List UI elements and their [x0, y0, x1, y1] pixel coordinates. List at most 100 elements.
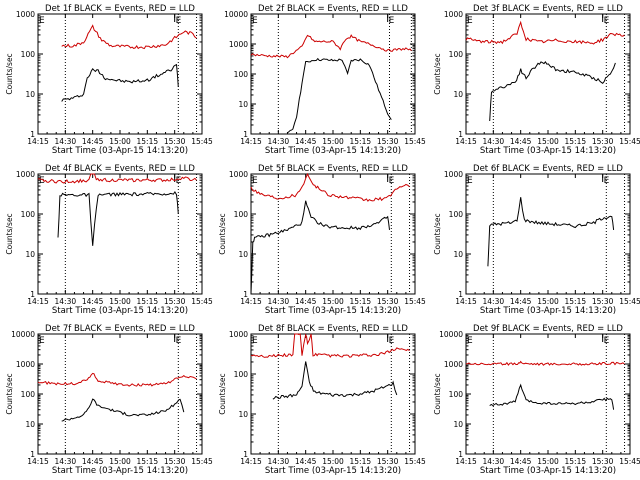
event-marker-label: E	[389, 336, 395, 346]
panel-title: Det 6f BLACK = Events, RED = LLD	[473, 164, 623, 174]
x-tick-label: 15:30	[377, 137, 399, 146]
x-tick-label: 14:15	[27, 457, 49, 466]
y-tick-label: 10	[238, 250, 248, 259]
y-tick-label: 1000	[229, 40, 248, 49]
event-marker-label: E	[176, 176, 182, 186]
x-tick-label: 14:15	[455, 137, 477, 146]
events-series-line	[250, 200, 390, 294]
x-tick-label: 14:15	[27, 137, 49, 146]
x-tick-label: 15:45	[191, 137, 213, 146]
x-tick-label: 14:45	[510, 297, 532, 306]
event-marker-label: E	[176, 16, 182, 26]
x-tick-label: 14:45	[510, 457, 532, 466]
y-axis-label: Counts/sec	[433, 213, 442, 254]
panel-det-5: Det 5f BLACK = Events, RED = LLD 14:15 14:…	[218, 164, 426, 316]
panel-title: Det 1f BLACK = Events, RED = LLD	[45, 4, 195, 14]
y-tick-label: 1000	[444, 10, 463, 19]
x-tick-label: 14:45	[510, 137, 532, 146]
lld-series-line	[250, 332, 410, 358]
lld-series-line	[37, 173, 197, 184]
y-axis-label: Counts/sec	[218, 373, 227, 414]
x-axis-label: Start Time (03-Apr-15 14:13:20)	[52, 466, 188, 476]
x-tick-label: 14:30	[483, 457, 505, 466]
y-axis-label: Counts/sec	[218, 213, 227, 254]
x-tick-label: 15:00	[537, 297, 559, 306]
event-marker-label: E	[252, 176, 258, 186]
y-tick-label: 100	[21, 390, 36, 399]
event-marker-label: E	[39, 16, 45, 26]
x-tick-label: 14:30	[268, 297, 290, 306]
x-tick-label: 14:45	[295, 457, 317, 466]
x-tick-label: 15:30	[592, 457, 614, 466]
plot-frame	[465, 13, 631, 135]
y-tick-label: 10000	[224, 10, 248, 19]
events-series-line	[489, 61, 616, 122]
y-tick-label: 1000	[444, 170, 463, 179]
y-tick-label: 10	[453, 420, 463, 429]
lld-series-line	[465, 20, 625, 45]
x-tick-label: 15:15	[565, 137, 587, 146]
events-series-line	[272, 361, 398, 400]
y-tick-label: 100	[449, 390, 464, 399]
y-tick-label: 1	[458, 450, 463, 459]
x-axis-label: Start Time (03-Apr-15 14:13:20)	[480, 306, 616, 316]
event-marker-label: E	[467, 16, 473, 26]
y-axis-label: Counts/sec	[5, 373, 14, 414]
panel-title: Det 5f BLACK = Events, RED = LLD	[258, 164, 408, 174]
y-tick-label: 100	[234, 210, 249, 219]
y-tick-label: 1000	[16, 10, 35, 19]
x-tick-label: 15:15	[350, 297, 372, 306]
events-series-line	[287, 57, 392, 134]
y-tick-label: 100	[449, 50, 464, 59]
plot-frame	[37, 173, 203, 295]
x-tick-label: 15:45	[619, 137, 640, 146]
y-tick-label: 1	[243, 130, 248, 139]
x-tick-label: 14:45	[82, 457, 104, 466]
panel-det-8: Det 8f BLACK = Events, RED = LLD 14:15 14:…	[218, 324, 426, 476]
x-tick-label: 15:15	[565, 297, 587, 306]
y-tick-label: 10	[238, 100, 248, 109]
plot-frame	[250, 13, 416, 135]
x-axis-label: Start Time (03-Apr-15 14:13:20)	[265, 146, 401, 156]
x-tick-label: 15:30	[164, 297, 186, 306]
x-tick-label: 14:30	[55, 457, 77, 466]
x-tick-label: 15:45	[404, 137, 426, 146]
plot-frame	[250, 173, 416, 295]
panel-det-2: Det 2f BLACK = Events, RED = LLD 14:15 14:…	[224, 4, 426, 156]
event-marker-label: E	[252, 336, 258, 346]
lld-series-line	[465, 360, 625, 366]
lld-series-line	[250, 34, 412, 59]
x-axis-label: Start Time (03-Apr-15 14:13:20)	[265, 306, 401, 316]
x-tick-label: 14:30	[268, 137, 290, 146]
events-series-line	[489, 383, 615, 410]
x-tick-label: 14:45	[295, 297, 317, 306]
lld-series-line	[250, 172, 410, 202]
x-tick-label: 15:30	[377, 297, 399, 306]
event-marker-label: E	[389, 16, 395, 26]
x-tick-label: 15:00	[537, 137, 559, 146]
x-tick-label: 15:45	[191, 457, 213, 466]
x-tick-label: 15:45	[404, 297, 426, 306]
x-axis-label: Start Time (03-Apr-15 14:13:20)	[265, 466, 401, 476]
x-tick-label: 14:15	[240, 297, 262, 306]
y-tick-label: 1	[458, 290, 463, 299]
x-tick-label: 14:15	[455, 457, 477, 466]
x-tick-label: 15:30	[164, 137, 186, 146]
x-tick-label: 15:00	[109, 297, 131, 306]
plot-frame	[465, 333, 631, 455]
events-series-line	[61, 398, 185, 422]
panel-title: Det 7f BLACK = Events, RED = LLD	[45, 324, 195, 334]
x-tick-label: 14:30	[483, 137, 505, 146]
plot-frame	[465, 173, 631, 295]
x-tick-label: 15:45	[191, 297, 213, 306]
panel-det-4: Det 4f BLACK = Events, RED = LLD 14:15 14:…	[5, 164, 213, 316]
event-marker-label: E	[176, 336, 182, 346]
panel-det-9: Det 9f BLACK = Events, RED = LLD 14:15 14:…	[433, 324, 640, 476]
panel-title: Det 4f BLACK = Events, RED = LLD	[45, 164, 195, 174]
y-axis-label: Counts/sec	[5, 213, 14, 254]
y-tick-label: 100	[234, 370, 249, 379]
event-marker-label: E	[604, 336, 610, 346]
y-tick-label: 10000	[439, 330, 463, 339]
event-marker-label: E	[39, 176, 45, 186]
x-tick-label: 15:00	[322, 457, 344, 466]
